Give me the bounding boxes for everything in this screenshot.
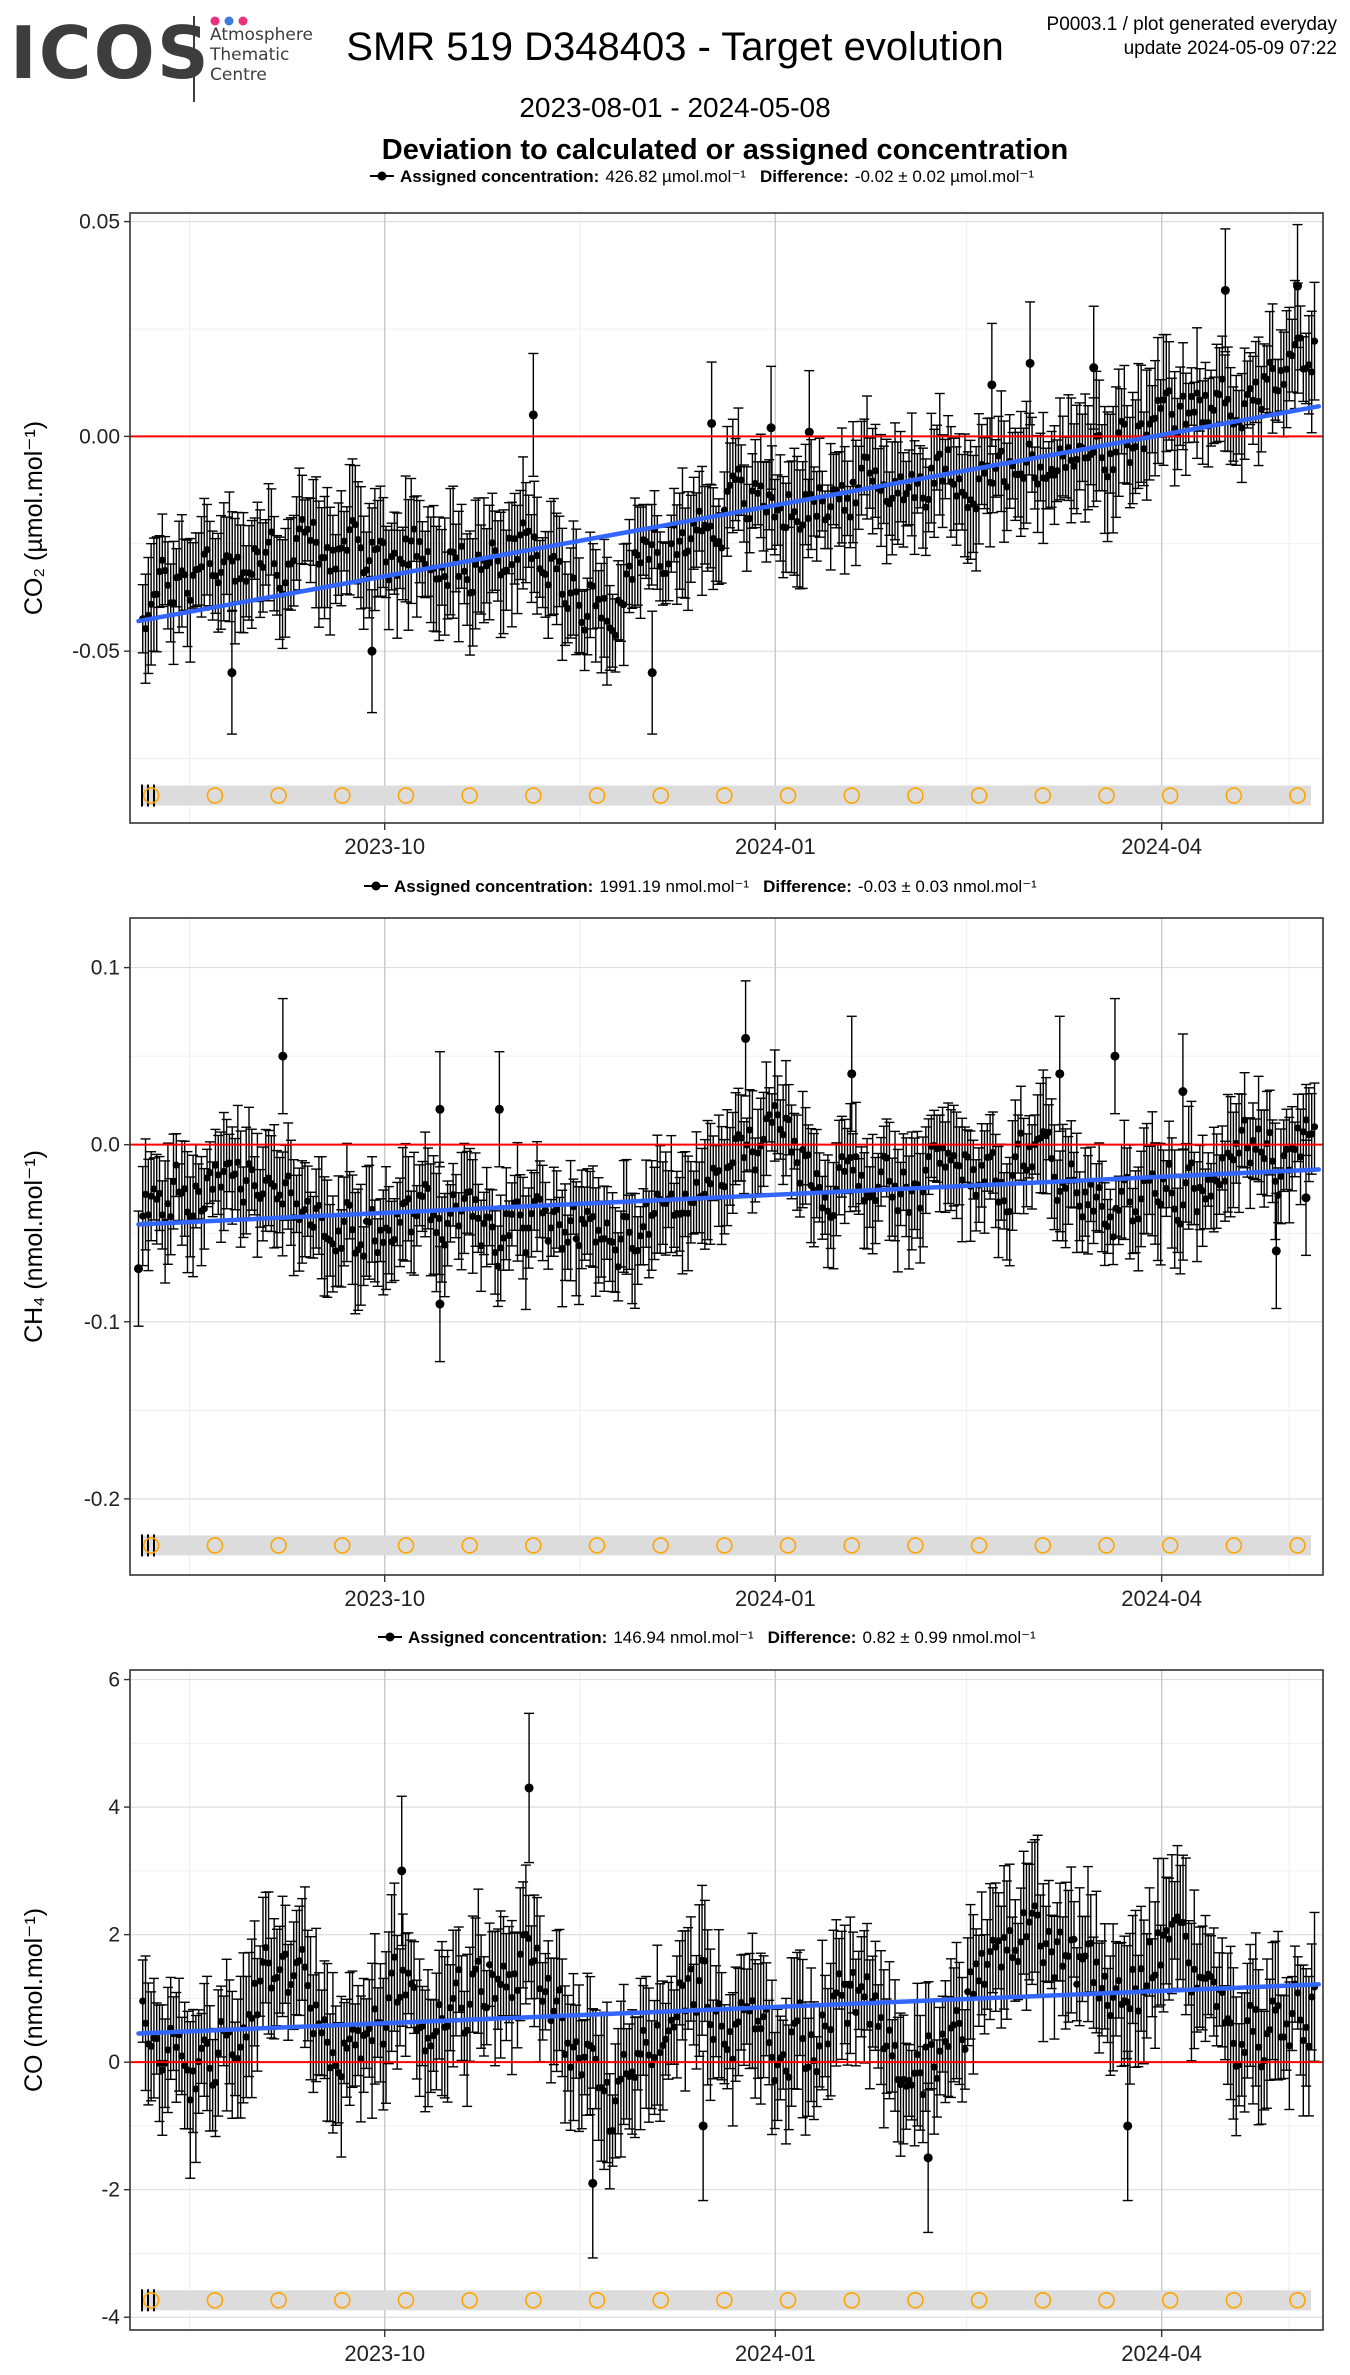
point <box>134 1264 143 1273</box>
x-tick-label: 2024-01 <box>735 834 816 859</box>
meta-line-2: update 2024-05-09 07:22 <box>1124 38 1337 59</box>
y-tick-label: 0.05 <box>79 211 120 234</box>
point <box>1293 282 1302 291</box>
legend-value: 1991.19 nmol.mol⁻¹ <box>599 877 749 896</box>
point <box>278 1052 287 1061</box>
point <box>1302 1193 1311 1202</box>
y-axis-label: CO₂ (µmol.mol⁻¹) <box>20 421 48 615</box>
logo-sub-2: Thematic <box>209 45 289 65</box>
point <box>1089 363 1098 372</box>
difference-label: Difference: <box>760 167 849 186</box>
x-tick-label: 2023-10 <box>344 1586 425 1611</box>
point <box>495 1105 504 1114</box>
point <box>529 410 538 419</box>
point <box>1221 286 1230 295</box>
logo-text: ICOS <box>10 11 211 95</box>
difference-value: 0.82 ± 0.99 nmol.mol⁻¹ <box>862 1628 1036 1647</box>
date-range: 2023-08-01 - 2024-05-08 <box>519 92 830 123</box>
x-tick-label: 2024-04 <box>1121 1586 1202 1611</box>
point <box>741 1034 750 1043</box>
y-tick-label: -0.2 <box>84 1488 120 1511</box>
y-tick-label: 0.00 <box>79 425 120 448</box>
legend-label: Assigned concentration: <box>400 167 599 186</box>
meta-line-1: P0003.1 / plot generated everyday <box>1047 14 1338 35</box>
point <box>1110 1052 1119 1061</box>
legend-label: Assigned concentration: <box>408 1628 607 1647</box>
logo-sub-3: Centre <box>210 65 267 85</box>
legend: Assigned concentration: 426.82 µmol.mol⁻¹… <box>370 167 1034 186</box>
difference-value: -0.03 ± 0.03 nmol.mol⁻¹ <box>858 877 1037 896</box>
plot-area <box>130 213 1323 823</box>
point <box>367 647 376 656</box>
chart-subtitle: Deviation to calculated or assigned conc… <box>382 134 1068 166</box>
legend-text: Assigned concentration: 1991.19 nmol.mol⁻… <box>394 877 1037 896</box>
legend-text: Assigned concentration: 146.94 nmol.mol⁻¹… <box>408 1628 1036 1647</box>
difference-label: Difference: <box>763 877 852 896</box>
x-tick-label: 2023-10 <box>344 834 425 859</box>
legend-label: Assigned concentration: <box>394 877 593 896</box>
x-tick-label: 2024-01 <box>735 1586 816 1611</box>
y-tick-label: 0.0 <box>91 1134 120 1157</box>
y-tick-label: -0.05 <box>72 640 120 663</box>
y-axis-label: CH₄ (nmol.mol⁻¹) <box>20 1150 48 1343</box>
legend-key-point <box>386 1633 395 1642</box>
point <box>227 668 236 677</box>
point <box>1272 1246 1281 1255</box>
icos-logo: ICOS Atmosphere Thematic Centre <box>10 11 313 102</box>
point <box>435 1105 444 1114</box>
point <box>987 380 996 389</box>
legend: Assigned concentration: 146.94 nmol.mol⁻¹… <box>378 1628 1036 1647</box>
page-title: SMR 519 D348403 - Target evolution <box>346 25 1003 69</box>
legend-key-point <box>378 172 387 181</box>
point <box>1311 1123 1318 1130</box>
legend-key-point <box>372 882 381 891</box>
difference-label: Difference: <box>768 1628 857 1647</box>
point <box>648 668 657 677</box>
y-tick-label: 0.1 <box>91 957 120 980</box>
chart-panels: Assigned concentration: 426.82 µmol.mol⁻¹… <box>20 167 1323 2366</box>
chart-panel-co2: Assigned concentration: 426.82 µmol.mol⁻¹… <box>20 167 1323 859</box>
point <box>805 428 814 437</box>
x-tick-label: 2024-04 <box>1121 834 1202 859</box>
legend-text: Assigned concentration: 426.82 µmol.mol⁻¹… <box>400 167 1034 186</box>
legend-value: 146.94 nmol.mol⁻¹ <box>613 1628 754 1647</box>
difference-value: -0.02 ± 0.02 µmol.mol⁻¹ <box>855 167 1035 186</box>
point <box>767 423 776 432</box>
point <box>1311 338 1318 345</box>
legend-value: 426.82 µmol.mol⁻¹ <box>605 167 746 186</box>
point <box>1178 1087 1187 1096</box>
point <box>435 1300 444 1309</box>
point <box>847 1069 856 1078</box>
header: ICOS Atmosphere Thematic Centre SMR 519 … <box>10 11 1337 166</box>
chart-panel-co: Assigned concentration: 146.94 nmol.mol⁻¹… <box>20 1628 1323 2366</box>
point <box>707 419 716 428</box>
point <box>1055 1069 1064 1078</box>
logo-sub-1: Atmosphere <box>210 25 313 45</box>
legend: Assigned concentration: 1991.19 nmol.mol⁻… <box>364 877 1037 896</box>
chart-panel-ch4: Assigned concentration: 1991.19 nmol.mol⁻… <box>20 877 1323 1611</box>
y-tick-label: -0.1 <box>84 1311 120 1334</box>
point <box>1026 359 1035 368</box>
